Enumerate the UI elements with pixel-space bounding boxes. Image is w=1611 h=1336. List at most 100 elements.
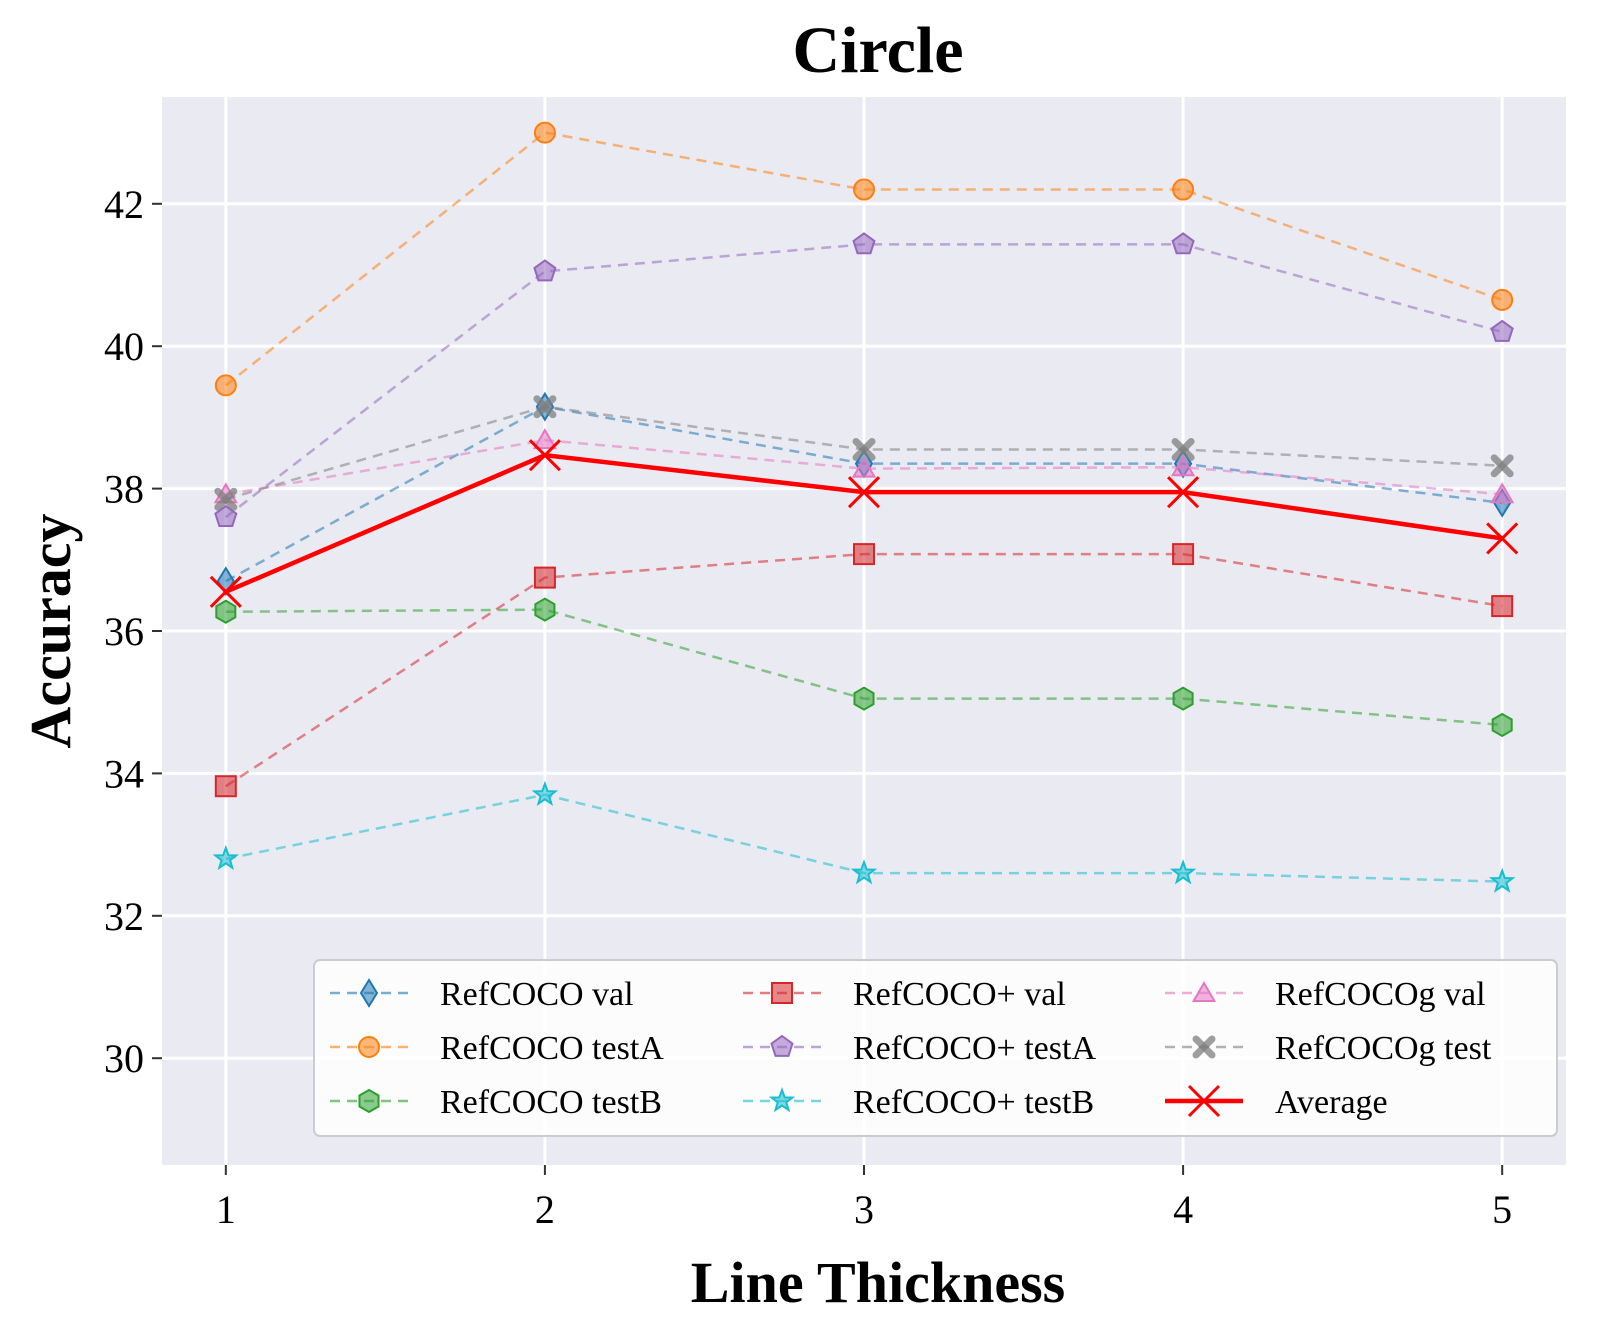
data-point xyxy=(1172,686,1194,711)
data-point xyxy=(1491,288,1514,311)
marker-stroke xyxy=(1171,437,1195,461)
legend-item: RefCOCO testB xyxy=(330,1084,662,1121)
data-point xyxy=(534,597,556,622)
legend: RefCOCO val RefCOCO testA RefCOCO testB Ref… xyxy=(313,959,1558,1137)
legend-marker xyxy=(1187,1084,1221,1118)
legend-item: RefCOCO+ testB xyxy=(743,1084,1094,1121)
y-axis-label: Accuracy xyxy=(18,513,83,748)
legend-label: RefCOCO+ testA xyxy=(853,1030,1096,1067)
x-tick-label: 1 xyxy=(216,1187,236,1232)
marker-stroke xyxy=(533,395,557,419)
series-refcoco-val xyxy=(214,543,1514,798)
x-tick-label: 3 xyxy=(854,1187,874,1232)
y-tick-label: 36 xyxy=(104,609,144,654)
legend-label: RefCOCO+ val xyxy=(853,976,1066,1013)
y-tick-label: 42 xyxy=(104,182,144,227)
data-point xyxy=(1170,455,1196,477)
chart-title: Circle xyxy=(792,14,963,87)
marker-stroke xyxy=(214,487,238,511)
data-point xyxy=(533,259,557,282)
data-point xyxy=(533,566,556,589)
data-point xyxy=(852,437,876,461)
data-point xyxy=(1172,543,1195,566)
data-point xyxy=(851,456,877,478)
x-tick-label: 5 xyxy=(1492,1187,1512,1232)
data-point xyxy=(214,775,237,798)
legend-label: RefCOCO testA xyxy=(440,1030,664,1067)
data-point xyxy=(528,439,561,472)
data-point xyxy=(1169,859,1197,885)
data-point xyxy=(1171,437,1195,461)
data-point xyxy=(1491,595,1514,618)
data-point xyxy=(1491,712,1513,738)
data-point xyxy=(1171,232,1195,255)
y-tick-label: 34 xyxy=(104,751,144,796)
legend-item: RefCOCOg val xyxy=(1165,976,1486,1013)
legend-marker xyxy=(358,1088,380,1114)
legend-label: RefCOCO+ testB xyxy=(853,1084,1094,1121)
legend-label: RefCOCOg val xyxy=(1275,976,1486,1013)
legend-item: RefCOCO testA xyxy=(330,1030,664,1067)
marker-stroke xyxy=(852,437,876,461)
data-point xyxy=(852,232,876,255)
marker-stroke xyxy=(1490,454,1514,478)
y-tick-label: 38 xyxy=(104,467,144,512)
data-point xyxy=(533,121,556,144)
legend-item: RefCOCO val xyxy=(330,976,634,1013)
x-tick-label: 4 xyxy=(1173,1187,1193,1232)
legend-marker xyxy=(768,1087,796,1113)
series-group xyxy=(209,121,1519,893)
data-point xyxy=(533,395,557,419)
data-point xyxy=(1488,867,1516,893)
x-tick-label: 2 xyxy=(535,1187,555,1232)
legend-item: RefCOCOg test xyxy=(1165,1030,1492,1067)
y-tick-label: 30 xyxy=(104,1036,144,1081)
data-point xyxy=(847,476,881,509)
data-point xyxy=(1490,319,1514,342)
data-point xyxy=(853,686,875,711)
legend-marker xyxy=(771,982,793,1004)
marker-stroke xyxy=(847,476,881,509)
marker-stroke xyxy=(1167,476,1200,509)
marker-stroke xyxy=(1187,1084,1221,1118)
legend-label: Average xyxy=(1275,1084,1388,1121)
marker-stroke xyxy=(209,575,242,608)
legend-label: RefCOCOg test xyxy=(1275,1030,1492,1067)
data-point xyxy=(212,844,240,871)
series-refcocog-test xyxy=(214,395,1514,511)
data-point xyxy=(215,599,237,624)
data-point xyxy=(209,575,242,608)
data-point xyxy=(214,504,238,527)
data-point xyxy=(531,780,559,807)
data-point xyxy=(1486,522,1519,555)
series-refcoco-testa xyxy=(214,121,1514,397)
marker-stroke xyxy=(1486,522,1519,555)
marker-stroke xyxy=(1192,1035,1216,1059)
data-point xyxy=(532,428,558,450)
series-average xyxy=(209,439,1519,608)
data-point xyxy=(1167,476,1200,509)
legend-marker xyxy=(770,1034,794,1057)
data-point xyxy=(1172,178,1195,201)
legend-marker xyxy=(358,1036,380,1058)
legend-item: Average xyxy=(1165,1084,1388,1121)
legend-label: RefCOCO testB xyxy=(440,1084,662,1121)
legend-marker xyxy=(1192,1035,1216,1059)
y-tick-label: 40 xyxy=(104,324,144,369)
grid-lines xyxy=(162,97,1566,1165)
legend-label: RefCOCO val xyxy=(440,976,634,1013)
data-point xyxy=(853,543,875,566)
series-refcoco-testb xyxy=(215,597,1513,738)
data-point xyxy=(850,859,878,885)
series-refcoco-testa xyxy=(214,232,1514,527)
data-point xyxy=(1490,454,1514,478)
legend-marker xyxy=(359,978,379,1008)
legend-box xyxy=(313,959,1558,1137)
legend-item: RefCOCO+ val xyxy=(743,976,1066,1013)
legend-item: RefCOCO+ testA xyxy=(743,1030,1096,1067)
legend-marker xyxy=(1191,980,1217,1002)
data-point xyxy=(214,374,237,397)
x-axis-label: Line Thickness xyxy=(691,1250,1065,1315)
